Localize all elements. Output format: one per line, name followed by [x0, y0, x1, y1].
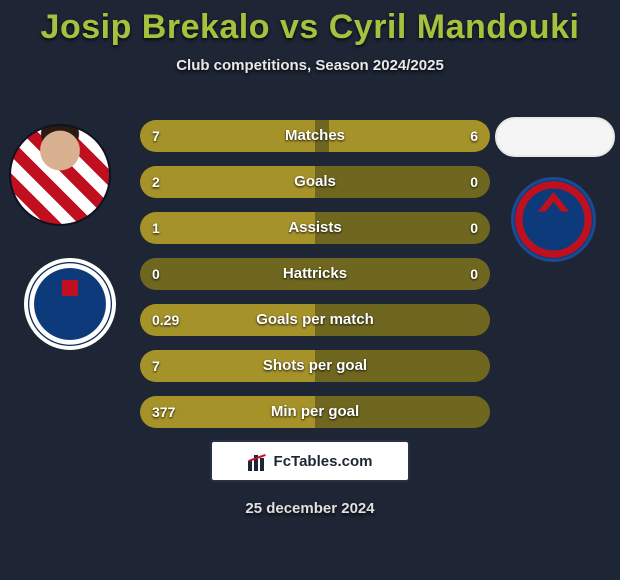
- stat-label: Matches: [140, 120, 490, 152]
- stat-label: Assists: [140, 212, 490, 244]
- brand-box: FcTables.com: [210, 440, 410, 482]
- stat-label: Min per goal: [140, 396, 490, 428]
- date-text: 25 december 2024: [0, 500, 620, 517]
- club-left-badge: [24, 258, 116, 350]
- stat-row: 7Shots per goal: [140, 350, 490, 382]
- stat-label: Goals per match: [140, 304, 490, 336]
- stat-row: 10Assists: [140, 212, 490, 244]
- stats-panel: 76Matches 20Goals 10Assists 00Hattricks 0.29…: [140, 120, 490, 442]
- player-left-avatar: [9, 124, 111, 226]
- club-right-badge: [511, 177, 596, 262]
- player-right-avatar: [495, 117, 615, 157]
- subtitle: Club competitions, Season 2024/2025: [0, 57, 620, 74]
- stat-label: Shots per goal: [140, 350, 490, 382]
- stat-row: 0.29Goals per match: [140, 304, 490, 336]
- brand-text: FcTables.com: [274, 453, 373, 470]
- stat-row: 377Min per goal: [140, 396, 490, 428]
- chart-icon: [248, 451, 268, 471]
- stat-label: Goals: [140, 166, 490, 198]
- page-title: Josip Brekalo vs Cyril Mandouki: [0, 0, 620, 47]
- stat-row: 00Hattricks: [140, 258, 490, 290]
- stat-row: 20Goals: [140, 166, 490, 198]
- stat-row: 76Matches: [140, 120, 490, 152]
- stat-label: Hattricks: [140, 258, 490, 290]
